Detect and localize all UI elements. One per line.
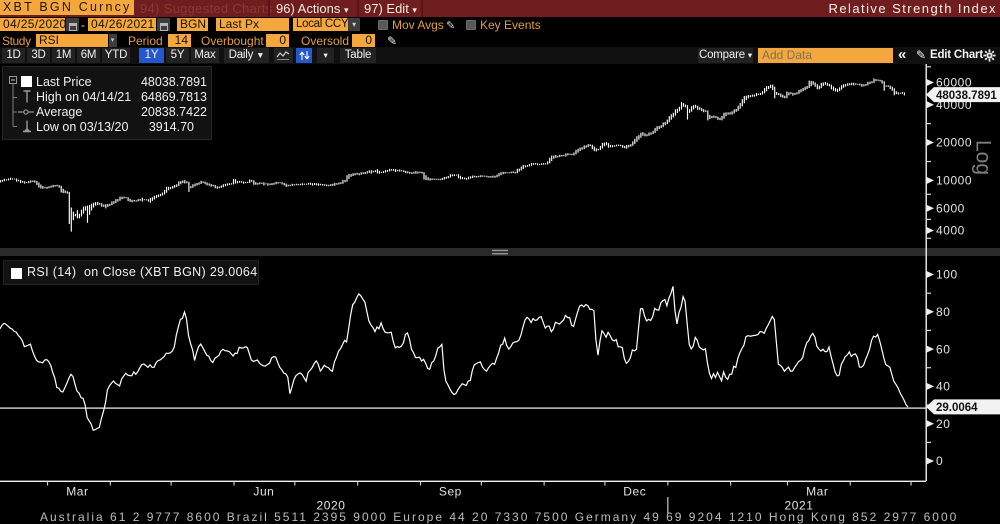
svg-text:Jun: Jun — [253, 485, 274, 499]
svg-text:6000: 6000 — [936, 202, 965, 216]
svg-text:20000: 20000 — [936, 136, 972, 150]
svg-text:60000: 60000 — [936, 76, 972, 90]
svg-text:Sep: Sep — [439, 485, 462, 499]
svg-text:Mar: Mar — [66, 485, 88, 499]
svg-text:Mar: Mar — [806, 485, 828, 499]
svg-text:2020: 2020 — [317, 499, 346, 513]
svg-text:80: 80 — [936, 305, 950, 319]
svg-text:48038.7891: 48038.7891 — [936, 90, 997, 102]
svg-text:10000: 10000 — [936, 174, 972, 188]
svg-text:100: 100 — [936, 268, 958, 282]
svg-text:0: 0 — [936, 454, 943, 468]
svg-text:4000: 4000 — [936, 224, 965, 238]
svg-text:Dec: Dec — [623, 485, 646, 499]
svg-text:20: 20 — [936, 417, 950, 431]
svg-text:2021: 2021 — [785, 499, 814, 513]
svg-text:40: 40 — [936, 380, 950, 394]
svg-text:29.0064: 29.0064 — [936, 402, 978, 414]
svg-text:60: 60 — [936, 342, 950, 356]
svg-text:Log: Log — [972, 140, 995, 175]
